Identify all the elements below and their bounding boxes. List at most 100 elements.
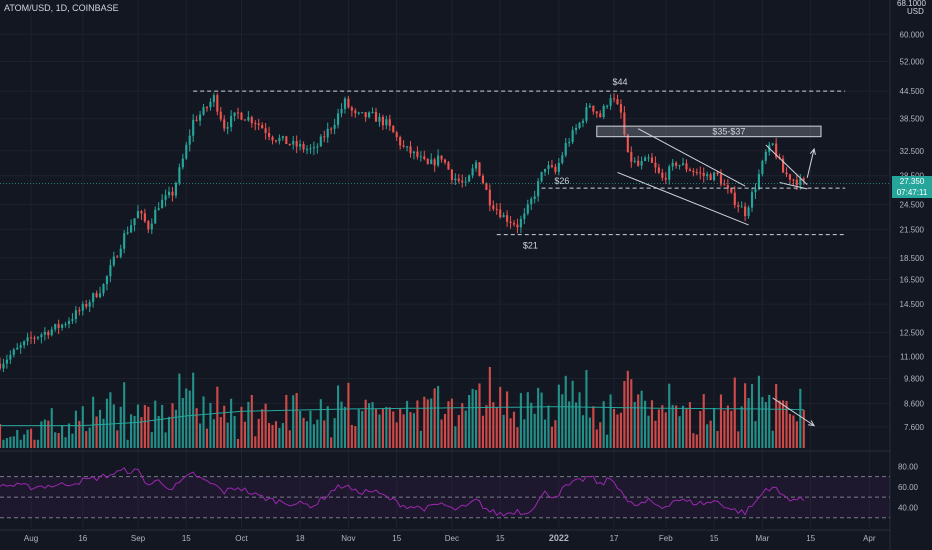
candle-body <box>750 192 754 208</box>
candle-body <box>802 178 805 181</box>
volume-bar <box>461 403 464 448</box>
candle-body <box>147 221 150 230</box>
price-axis[interactable]: 60.00052.00044.50038.50032.50028.50024.5… <box>898 30 925 512</box>
candle-body <box>371 111 374 113</box>
volume-bar <box>274 421 278 448</box>
volume-bar <box>67 423 71 448</box>
volume-bar <box>450 398 453 448</box>
candle-body <box>606 105 609 107</box>
candle-body <box>5 359 8 364</box>
candle-body <box>547 165 550 169</box>
volume-bar <box>161 404 164 448</box>
candle-body <box>361 112 364 114</box>
candle-body <box>188 135 191 145</box>
volume-bar <box>157 415 160 448</box>
volume-bar <box>319 399 322 448</box>
candle-body <box>399 137 402 146</box>
candle-body <box>495 208 498 210</box>
candle-body <box>233 112 236 117</box>
volume-bar <box>609 394 612 448</box>
volume-bar <box>0 423 2 448</box>
candle-body <box>19 345 22 348</box>
candle-body <box>209 101 212 108</box>
candle-body <box>278 138 281 142</box>
candle-body <box>488 189 491 206</box>
candle-body <box>695 172 698 174</box>
candle-body <box>81 303 84 311</box>
candle-body <box>426 159 429 164</box>
time-axis[interactable]: Aug 16 Sep 15 Oct 18 Nov 15 Dec 15 2022 17 Feb 15 Mar 1… <box>24 533 876 543</box>
candle-body <box>543 168 547 172</box>
candle-body <box>171 191 174 196</box>
last-price-countdown: 07:47:11 <box>896 188 928 197</box>
candle-body <box>713 172 716 181</box>
support-mid-label: $26 <box>554 176 569 186</box>
volume-bar <box>36 439 40 448</box>
resistance-zone <box>596 125 822 138</box>
volume-bar <box>713 407 716 448</box>
volume-ma <box>0 406 804 427</box>
volume-bar <box>268 423 271 448</box>
volume-bar <box>64 437 67 448</box>
volume-bar <box>74 410 77 448</box>
volume-bar <box>178 373 181 448</box>
candle-body <box>526 204 529 214</box>
volume-bar <box>592 406 595 448</box>
candle-body <box>92 293 95 303</box>
volume-bar <box>361 411 364 448</box>
volume-bar <box>257 418 260 448</box>
time-tick-label: Apr <box>863 534 876 543</box>
volume-bar <box>433 388 436 448</box>
candle-body <box>516 224 519 228</box>
candle-body <box>123 233 126 249</box>
candle-body <box>616 99 619 105</box>
resistance-zone-label: $35-$37 <box>712 126 745 136</box>
volume-bar <box>747 397 750 448</box>
candle-body <box>105 276 109 285</box>
candle-body <box>254 123 257 125</box>
candle-body <box>730 188 733 193</box>
volume-bar <box>644 400 647 448</box>
candle-body <box>592 105 595 112</box>
candle-body <box>733 192 736 206</box>
candle-body <box>506 215 509 222</box>
candle-body <box>374 111 378 122</box>
candle-body <box>333 124 336 129</box>
volume-bar <box>637 394 640 448</box>
volume-bar <box>585 369 588 448</box>
time-tick-label: Dec <box>445 534 459 543</box>
candle-body <box>792 179 795 181</box>
volume-bar <box>133 415 136 448</box>
volume-bar <box>150 432 153 448</box>
volume-bar <box>216 386 219 448</box>
price-tick-label: 32.500 <box>900 147 925 156</box>
rsi-tick-label: 80.00 <box>898 462 919 471</box>
candle-body <box>40 334 43 338</box>
volume-bar <box>392 411 395 448</box>
volume-bar <box>661 405 664 448</box>
candle-body <box>112 256 115 266</box>
candle-body <box>36 337 40 339</box>
volume-bar <box>744 383 747 448</box>
volume-bar <box>199 423 202 448</box>
volume-bar <box>602 401 605 448</box>
volume-bar <box>443 413 447 448</box>
candle-body <box>50 329 53 336</box>
candle-body <box>295 141 298 147</box>
candle-body <box>657 167 660 173</box>
price-tick-label: 21.500 <box>900 225 925 234</box>
volume-bar <box>219 417 222 448</box>
candle-body <box>288 144 291 146</box>
candle-body <box>126 232 129 234</box>
volume-bar <box>595 429 598 448</box>
volume-bar <box>730 410 733 448</box>
volume-bar <box>437 385 440 448</box>
candle-body <box>0 363 2 369</box>
candle-body <box>309 148 312 150</box>
volume-bar <box>61 425 64 448</box>
candle-body <box>357 112 360 114</box>
candle-body <box>764 151 767 161</box>
volume-bar <box>678 416 681 448</box>
volume-bar <box>540 392 543 448</box>
